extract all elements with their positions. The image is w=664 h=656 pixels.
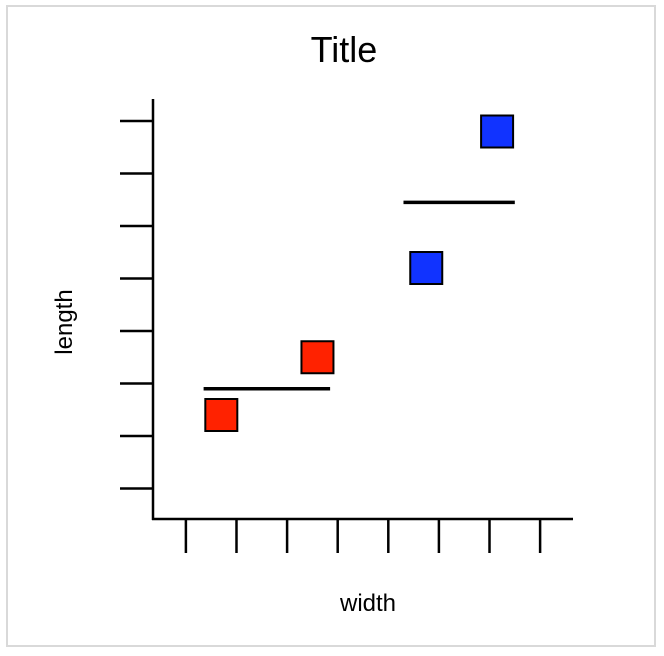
series-1-point-0 — [409, 251, 444, 285]
chart-marks — [120, 114, 542, 553]
chart-frame — [6, 5, 656, 647]
series-0-point-1 — [300, 340, 335, 375]
x-axis-label: width — [339, 590, 396, 617]
y-axis-label: length — [51, 289, 78, 354]
series-1-point-1 — [480, 114, 515, 149]
chart-title: Title — [311, 29, 378, 70]
series-0-point-0 — [204, 398, 239, 432]
